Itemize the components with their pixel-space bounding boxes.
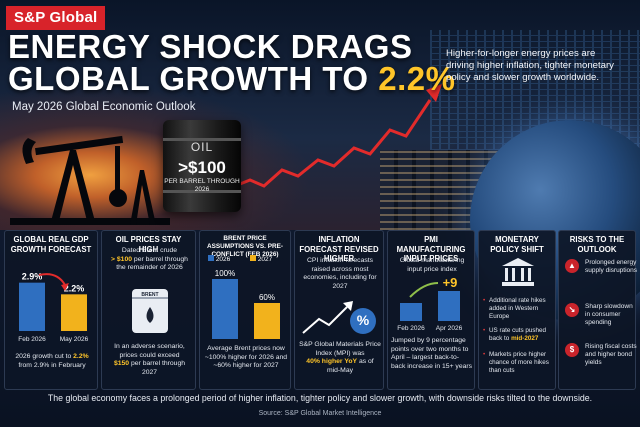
panel-oil: OIL PRICES STAY HIGH Dated Brent crude >… [101,230,196,390]
legend-swatch-2027 [250,255,256,261]
brent-value-label: 60% [259,293,275,302]
panel-brent: BRENT PRICE ASSUMPTIONS VS. PRE-CONFLICT… [199,230,291,390]
brand-logo: S&P Global [6,6,106,30]
brent-value-label: 100% [215,269,235,278]
down-trend-icon: ↘ [565,303,579,317]
gdp-bar-chart: 2.9% Feb 2026 2.2% May 2026 [18,272,89,343]
gdp-summary: 2026 growth cut to 2.2% from 2.9% in Feb… [15,353,89,369]
brent-bar [254,303,280,339]
percent-icon: % [356,312,370,328]
panel-title: RISKS TO THE OUTLOOK [569,235,625,254]
panel-title: GLOBAL REAL GDP GROWTH FORECAST [10,235,92,254]
barrel-price: >$100 [178,158,226,177]
legend-swatch-2026 [208,255,214,261]
inflation-text-1: CPI inflation forecasts raised across mo… [303,257,377,290]
inflation-trend-icon [302,301,376,334]
gdp-bar [19,282,45,331]
panel-title: INFLATION FORECAST REVISED HIGHER [299,235,379,263]
inflation-text-2: S&P Global Materials Price Index (MPI) w… [299,341,381,374]
policy-bullet: Markets price higher chance of more hike… [483,351,553,374]
panel-policy: MONETARY POLICY SHIFT Additional rate hi… [478,230,556,390]
gdp-bar [61,294,87,331]
panel-title: BRENT PRICE ASSUMPTIONS VS. PRE-CONFLICT… [207,235,283,258]
pmi-bar-chart: Feb 2026 Apr 2026 +9 [397,275,463,332]
bank-icon [502,258,534,286]
legend-2027: 2027 [250,255,272,263]
subtitle: May 2026 Global Economic Outlook [12,101,196,113]
policy-bullet: US rate cuts pushed back to mid-2027 [483,327,553,343]
fire-icon: ▲ [565,259,579,273]
oil-pump-icon [10,135,170,225]
brent-bar [212,279,238,339]
oil-text-1: Dated Brent crude > $100 per barrel thro… [111,247,188,271]
can-label: BRENT [141,292,159,298]
barrel-label: OIL [190,140,214,154]
panel-title: PMI MANUFACTURING INPUT PRICES [396,235,466,263]
gdp-category-label: May 2026 [60,336,89,343]
brent-can-icon [132,289,168,333]
panel-title: OIL PRICES STAY HIGH [115,235,182,254]
decline-arrow [38,273,66,286]
panel-pmi: PMI MANUFACTURING INPUT PRICES Global ma… [387,230,475,390]
oil-barrel [163,120,241,212]
panel-gdp: GLOBAL REAL GDP GROWTH FORECAST 2.9% Feb … [4,230,98,390]
gdp-value-label: 2.9% [22,272,43,282]
pmi-change-label: +9 [443,275,458,290]
panel-inflation: INFLATION FORECAST REVISED HIGHER CPI in… [294,230,384,390]
rising-price-arrow [230,84,442,190]
footer-summary: The global economy faces a prolonged per… [47,393,593,403]
brent-summary: Average Brent prices now ~100% higher fo… [204,345,288,369]
policy-bullet: Additional rate hikes added in Western E… [483,297,553,320]
oil-text-2: In an adverse scenario, prices could exc… [113,343,186,376]
headline-line1: ENERGY SHOCK DRAGS [8,28,413,65]
headline-line2: GLOBAL GROWTH TO 2.2% [8,60,456,97]
pmi-category-label: Apr 2026 [436,325,463,332]
pmi-text-1: Global manufacturing input price index [399,257,465,273]
pmi-bar [400,303,422,321]
pmi-text-2: Jumped by 9 percentage points over two m… [391,337,473,370]
decline-arrowhead [61,283,69,291]
source-note: Source: S&P Global Market Intelligence [258,410,382,417]
panel-title: MONETARY POLICY SHIFT [490,235,544,254]
pmi-bar [438,291,460,321]
brent-bar-chart: 100% 60% [212,269,280,339]
fiscal-icon: $ [565,343,579,357]
increase-arrow [409,282,439,298]
gdp-category-label: Feb 2026 [18,336,46,343]
gdp-value-label: 2.2% [64,283,85,293]
barrel-subtext: PER BARREL THROUGH 2026 [164,178,240,193]
intro-text: Higher-for-longer energy prices are driv… [446,48,614,83]
pmi-category-label: Feb 2026 [397,325,425,332]
legend-2026: 2026 [208,255,230,263]
panel-risks: RISKS TO THE OUTLOOK ▲ Prolonged energy … [558,230,637,390]
headline-highlight: 2.2% [378,60,456,97]
